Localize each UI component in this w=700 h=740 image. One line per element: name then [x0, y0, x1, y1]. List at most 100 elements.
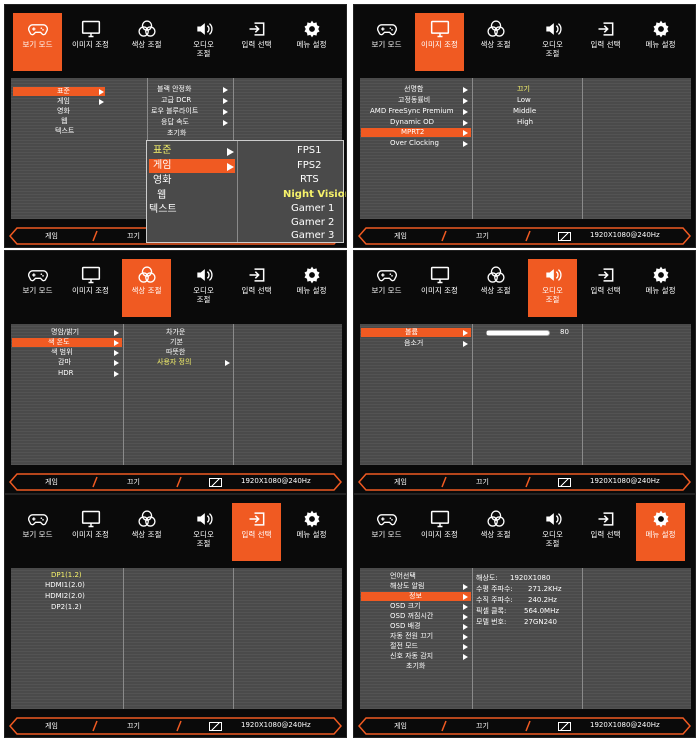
- popup-item-fps2[interactable]: FPS2: [297, 160, 322, 171]
- menu-item-language[interactable]: 언어선택: [390, 572, 416, 580]
- info-value-model: 27GN240: [524, 618, 557, 626]
- tab-color-adjust[interactable]: 색상 조절: [471, 503, 520, 561]
- menu-item-ratio[interactable]: 고정동률비: [398, 96, 431, 104]
- tab-image-adjust[interactable]: 이미지 조정: [66, 259, 115, 317]
- menu-item-response-time[interactable]: 응답 속도: [161, 118, 189, 126]
- option-high[interactable]: High: [517, 118, 534, 126]
- menu-item-auto-input-detect[interactable]: 신호 자동 감지: [390, 652, 434, 660]
- tab-picture-mode[interactable]: 보기 모드: [362, 259, 411, 317]
- tab-image-adjust[interactable]: 이미지 조정: [66, 13, 115, 71]
- tab-image-adjust[interactable]: 이미지 조정: [415, 259, 464, 317]
- tab-color-adjust[interactable]: 색상 조절: [122, 503, 171, 561]
- tab-menu-settings[interactable]: 메뉴 설정: [287, 13, 336, 71]
- tab-picture-mode[interactable]: 보기 모드: [362, 503, 411, 561]
- input-dp2[interactable]: DP2(1.2): [51, 603, 82, 611]
- option-low[interactable]: Low: [517, 96, 531, 104]
- menu-item-mute[interactable]: 음소거: [404, 339, 424, 347]
- option-cool[interactable]: 차가운: [166, 328, 186, 336]
- tab-input-select[interactable]: 입력 선택: [232, 13, 281, 71]
- menu-item-color-gamut[interactable]: 색 범위: [51, 348, 73, 356]
- tab-input-select[interactable]: 입력 선택: [581, 503, 630, 561]
- menu-item-osd-size[interactable]: OSD 크기: [390, 602, 421, 610]
- status-mode: 게임: [394, 232, 407, 240]
- option-warm[interactable]: 따뜻한: [166, 348, 186, 356]
- tab-color-adjust[interactable]: 색상 조절: [122, 259, 171, 317]
- gamepad-icon: [13, 18, 62, 40]
- chevron-right-icon: [463, 130, 468, 136]
- tab-input-select[interactable]: 입력 선택: [581, 259, 630, 317]
- menu-item-movie[interactable]: 영화: [57, 107, 70, 115]
- popup-item-game[interactable]: 게임: [149, 159, 235, 173]
- tab-audio[interactable]: 오디오 조절: [528, 13, 577, 71]
- menu-item-mprt2[interactable]: MPRT2: [361, 128, 471, 137]
- tab-menu-settings[interactable]: 메뉴 설정: [287, 503, 336, 561]
- popup-item-text[interactable]: 텍스트: [149, 204, 177, 215]
- popup-item-rts[interactable]: RTS: [300, 174, 319, 185]
- menu-item-power-saving[interactable]: 절전 모드: [390, 642, 418, 650]
- tab-menu-settings[interactable]: 메뉴 설정: [636, 13, 685, 71]
- menu-item-osd-background[interactable]: OSD 배경: [390, 622, 421, 630]
- input-dp1[interactable]: DP1(1.2): [51, 571, 82, 579]
- popup-item-fps1[interactable]: FPS1: [297, 145, 322, 156]
- option-custom[interactable]: 사용자 정의: [157, 358, 192, 366]
- tab-picture-mode[interactable]: 보기 모드: [362, 13, 411, 71]
- status-state: 끄기: [476, 722, 489, 730]
- tab-audio[interactable]: 오디오 조절: [179, 259, 228, 317]
- tab-input-select[interactable]: 입력 선택: [581, 13, 630, 71]
- menu-item-reset[interactable]: 초기화: [167, 129, 187, 137]
- menu-item-contrast-brightness[interactable]: 명암/밝기: [51, 328, 80, 336]
- popup-item-movie[interactable]: 영화: [153, 175, 172, 186]
- menu-item-advanced-dcr[interactable]: 고급 DCR: [161, 96, 192, 104]
- tab-input-select[interactable]: 입력 선택: [232, 259, 281, 317]
- menu-item-freesync[interactable]: AMD FreeSync Premium: [370, 107, 454, 115]
- menu-item-gamma[interactable]: 감마: [58, 358, 71, 366]
- tab-picture-mode[interactable]: 보기 모드: [13, 259, 62, 317]
- popup-item-standard[interactable]: 표준: [153, 145, 172, 156]
- popup-item-night-vision[interactable]: Night Vision: [283, 189, 347, 200]
- menu-item-game[interactable]: 게임: [57, 97, 70, 105]
- menu-item-osd-timeout[interactable]: OSD 꺼짐시간: [390, 612, 434, 620]
- menu-item-info[interactable]: 정보: [361, 592, 471, 601]
- menu-item-resolution-alert[interactable]: 해상도 알림: [390, 582, 425, 590]
- option-off[interactable]: 끄기: [517, 85, 530, 93]
- menu-item-color-temp[interactable]: 색 온도: [12, 338, 122, 347]
- menu-item-auto-power-off[interactable]: 자동 전원 끄기: [390, 632, 434, 640]
- popup-item-web[interactable]: 웹: [157, 190, 167, 201]
- tab-audio[interactable]: 오디오 조절: [179, 503, 228, 561]
- popup-item-gamer1[interactable]: Gamer 1: [291, 203, 335, 214]
- menu-item-overclocking[interactable]: Over Clocking: [390, 139, 439, 147]
- menu-item-volume[interactable]: 볼륨: [361, 328, 471, 337]
- tab-audio[interactable]: 오디오 조절: [528, 259, 577, 317]
- tab-image-adjust[interactable]: 이미지 조정: [415, 503, 464, 561]
- tab-picture-mode[interactable]: 보기 모드: [13, 13, 62, 71]
- tab-audio[interactable]: 오디오 조절: [528, 503, 577, 561]
- tab-audio[interactable]: 오디오 조절: [179, 13, 228, 71]
- chevron-right-icon: [227, 148, 234, 156]
- menu-item-sharpness[interactable]: 선명함: [404, 85, 424, 93]
- tab-menu-settings[interactable]: 메뉴 설정: [636, 259, 685, 317]
- menu-item-standard[interactable]: 표준: [13, 87, 105, 96]
- option-default[interactable]: 기본: [170, 338, 183, 346]
- tab-picture-mode[interactable]: 보기 모드: [13, 503, 62, 561]
- tab-menu-settings[interactable]: 메뉴 설정: [636, 503, 685, 561]
- tab-input-select[interactable]: 입력 선택: [232, 503, 281, 561]
- menu-item-black-stabilizer[interactable]: 블랙 안정화: [157, 85, 192, 93]
- tab-image-adjust[interactable]: 이미지 조정: [415, 13, 464, 71]
- menu-item-reset[interactable]: 초기화: [406, 662, 426, 670]
- menu-item-dynamic-od[interactable]: Dynamic OD: [390, 118, 434, 126]
- menu-item-hdr[interactable]: HDR: [58, 369, 74, 377]
- popup-item-gamer2[interactable]: Gamer 2: [291, 217, 335, 228]
- popup-item-gamer3[interactable]: Gamer 3: [291, 230, 335, 241]
- option-middle[interactable]: Middle: [513, 107, 537, 115]
- menu-item-low-blue-light[interactable]: 로우 블루라이트: [151, 107, 199, 115]
- tab-image-adjust[interactable]: 이미지 조정: [66, 503, 115, 561]
- volume-slider[interactable]: [486, 330, 550, 336]
- tab-color-adjust[interactable]: 색상 조절: [471, 13, 520, 71]
- tab-color-adjust[interactable]: 색상 조절: [122, 13, 171, 71]
- menu-item-text[interactable]: 텍스트: [55, 127, 75, 135]
- input-hdmi2[interactable]: HDMI2(2.0): [45, 592, 85, 600]
- menu-item-web[interactable]: 웹: [61, 117, 68, 125]
- tab-menu-settings[interactable]: 메뉴 설정: [287, 259, 336, 317]
- input-hdmi1[interactable]: HDMI1(2.0): [45, 581, 85, 589]
- tab-color-adjust[interactable]: 색상 조절: [471, 259, 520, 317]
